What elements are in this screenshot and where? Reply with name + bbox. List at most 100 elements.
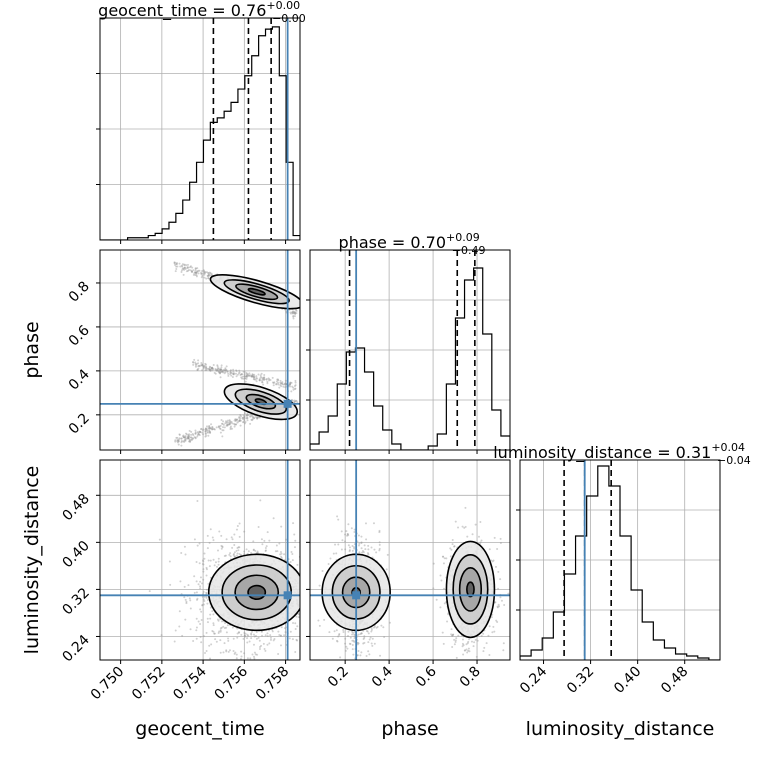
sample-point [340, 530, 343, 533]
sample-point [237, 549, 240, 552]
sample-point [253, 651, 256, 654]
sample-point [214, 638, 217, 641]
sample-point [435, 598, 438, 601]
sample-point [289, 385, 292, 388]
sample-point [175, 436, 178, 439]
panel-frame [519, 459, 721, 661]
y-tick-label: 0.48 [59, 491, 92, 524]
sample-point [278, 386, 281, 389]
sample-point [281, 381, 284, 384]
sample-point [206, 621, 209, 624]
sample-point [246, 657, 249, 660]
sample-point [221, 369, 224, 372]
sample-point [235, 375, 238, 378]
sample-point [499, 541, 502, 544]
sample-point [219, 627, 222, 630]
sample-point [228, 421, 231, 424]
sample-point [200, 362, 203, 365]
sample-point [442, 642, 445, 645]
title-sup: +0.00 [266, 0, 300, 12]
sample-point [207, 273, 210, 276]
sample-point [220, 534, 223, 537]
sample-point [181, 634, 184, 637]
sample-point [209, 366, 212, 369]
sample-point [260, 630, 263, 633]
sample-point [216, 365, 219, 368]
sample-point [220, 364, 223, 367]
sample-point [195, 617, 198, 620]
sample-point [351, 633, 354, 636]
sample-point [291, 311, 294, 314]
sample-point [369, 636, 372, 639]
sample-point [232, 373, 235, 376]
sample-point [202, 560, 205, 563]
sample-point [230, 420, 233, 423]
sample-point [221, 545, 224, 548]
sample-point [274, 550, 277, 553]
sample-point [212, 622, 215, 625]
sample-point [255, 551, 258, 554]
sample-point [470, 640, 473, 643]
sample-point [378, 547, 381, 550]
sample-point [494, 565, 497, 568]
sample-point [197, 620, 200, 623]
sample-point [204, 428, 207, 431]
sample-point [255, 375, 258, 378]
sample-point [195, 629, 198, 632]
sample-point [196, 368, 199, 371]
sample-point [320, 562, 322, 564]
sample-point [359, 666, 361, 668]
sample-point [319, 623, 321, 625]
sample-point [174, 440, 177, 443]
sample-point [229, 371, 232, 374]
sample-point [203, 595, 206, 598]
sample-point [233, 555, 236, 558]
sample-point [261, 379, 264, 382]
sample-point [209, 617, 212, 620]
sample-point [223, 554, 226, 557]
sample-point [231, 546, 234, 549]
sample-point [467, 647, 470, 650]
sample-point [206, 431, 209, 434]
sample-point [229, 371, 232, 374]
sample-point [296, 401, 299, 404]
sample-point [245, 548, 248, 551]
sample-point [262, 377, 265, 380]
sample-point [243, 375, 246, 378]
sample-point [168, 560, 171, 563]
hist-panel-geocent_time: geocent_time = 0.76+0.00 −0.00 [96, 0, 306, 241]
sample-point [200, 431, 203, 434]
hist-group-geocent_time [100, 18, 300, 240]
sample-point [245, 377, 248, 380]
sample-point [206, 602, 209, 605]
sample-point [184, 435, 187, 438]
sample-point [185, 270, 188, 273]
sample-point [293, 400, 296, 403]
sample-point [200, 276, 203, 279]
sample-point [242, 421, 245, 424]
sample-point [316, 575, 318, 577]
sample-point [184, 436, 187, 439]
sample-point [261, 381, 264, 384]
sample-point [288, 637, 291, 640]
sample-point [239, 414, 242, 417]
sample-point [255, 416, 258, 419]
sample-point [180, 441, 183, 444]
sample-point [372, 626, 375, 629]
panel-frame [99, 459, 301, 661]
sample-point [200, 271, 203, 274]
sample-point [293, 546, 296, 549]
sample-point [296, 639, 299, 642]
sample-point [347, 634, 350, 637]
sample-point [183, 264, 186, 267]
sample-point [194, 269, 197, 272]
sample-point [269, 379, 272, 382]
sample-point [439, 606, 442, 609]
sample-point [235, 657, 238, 660]
sample-point [379, 654, 382, 657]
sample-point [280, 555, 283, 558]
sample-point [204, 369, 207, 372]
sample-point [219, 368, 222, 371]
sample-point [233, 555, 236, 558]
